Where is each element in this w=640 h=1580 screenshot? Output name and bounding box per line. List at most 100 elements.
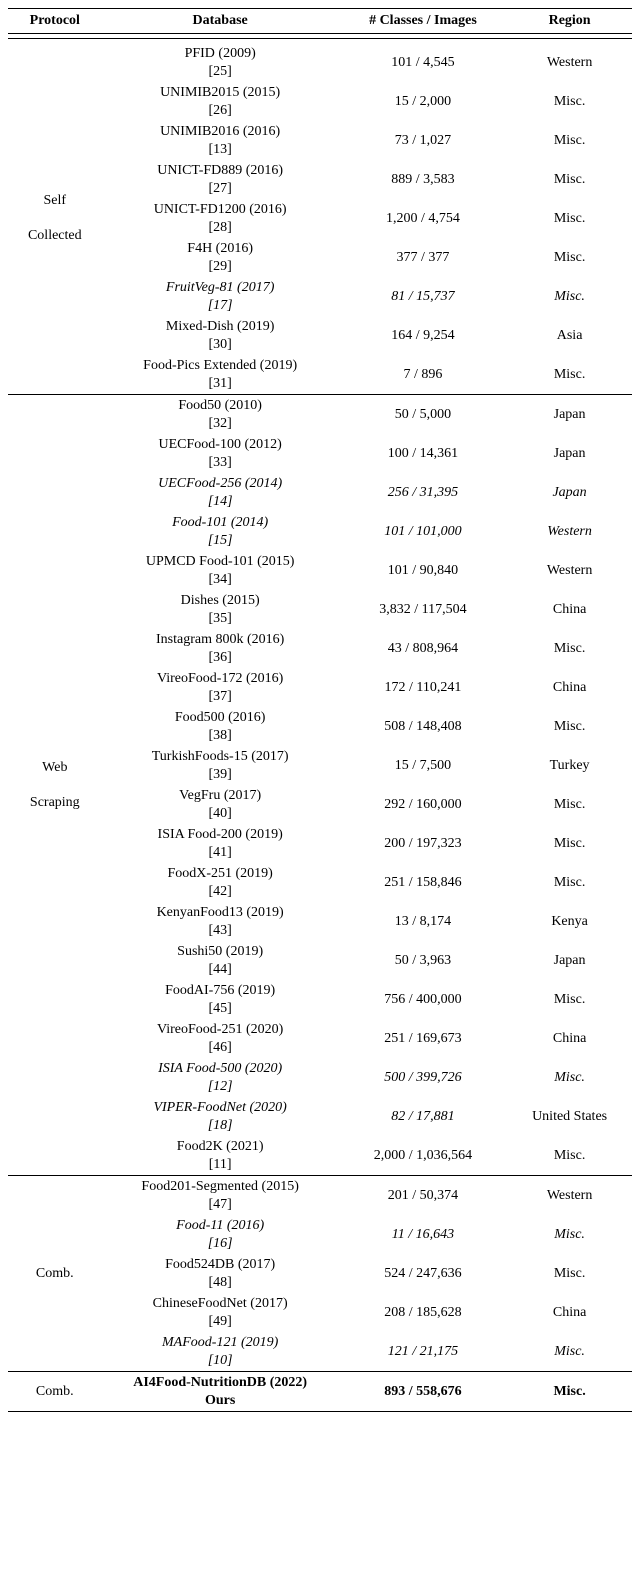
classes-images-cell: 200 / 197,323 (339, 824, 507, 863)
database-cell: UNICT-FD889 (2016)[27] (102, 160, 339, 199)
database-cell: FoodAI-756 (2019)[45] (102, 980, 339, 1019)
region-cell: Misc. (507, 1332, 632, 1372)
classes-images-cell: 208 / 185,628 (339, 1293, 507, 1332)
table-row: ChineseFoodNet (2017)[49]208 / 185,628Ch… (8, 1293, 632, 1332)
classes-images-cell: 82 / 17,881 (339, 1097, 507, 1136)
table-row: Web ScrapingFood50 (2010)[32]50 / 5,000J… (8, 395, 632, 435)
region-cell: United States (507, 1097, 632, 1136)
table-row: ISIA Food-200 (2019)[41]200 / 197,323Mis… (8, 824, 632, 863)
region-cell: China (507, 590, 632, 629)
region-cell: Misc. (507, 1372, 632, 1412)
table-row: UNICT-FD889 (2016)[27]889 / 3,583Misc. (8, 160, 632, 199)
table-row: UNIMIB2015 (2015)[26]15 / 2,000Misc. (8, 82, 632, 121)
table-row: VegFru (2017)[40]292 / 160,000Misc. (8, 785, 632, 824)
classes-images-cell: 15 / 2,000 (339, 82, 507, 121)
region-cell: Western (507, 551, 632, 590)
database-cell: FruitVeg-81 (2017)[17] (102, 277, 339, 316)
region-cell: Misc. (507, 277, 632, 316)
classes-images-cell: 15 / 7,500 (339, 746, 507, 785)
protocol-cell: Comb. (8, 1372, 102, 1412)
protocol-cell: Self Collected (8, 43, 102, 395)
region-cell: Misc. (507, 160, 632, 199)
table-row: VireoFood-172 (2016)[37]172 / 110,241Chi… (8, 668, 632, 707)
database-cell: ChineseFoodNet (2017)[49] (102, 1293, 339, 1332)
region-cell: Misc. (507, 824, 632, 863)
table-row: FoodAI-756 (2019)[45]756 / 400,000Misc. (8, 980, 632, 1019)
database-cell: KenyanFood13 (2019)[43] (102, 902, 339, 941)
classes-images-cell: 43 / 808,964 (339, 629, 507, 668)
classes-images-cell: 13 / 8,174 (339, 902, 507, 941)
region-cell: Misc. (507, 863, 632, 902)
table-row: F4H (2016)[29]377 / 377Misc. (8, 238, 632, 277)
table-row: TurkishFoods-15 (2017)[39]15 / 7,500Turk… (8, 746, 632, 785)
classes-images-cell: 201 / 50,374 (339, 1176, 507, 1216)
database-cell: PFID (2009)[25] (102, 43, 339, 82)
region-cell: Misc. (507, 1254, 632, 1293)
table-row: VireoFood-251 (2020)[46]251 / 169,673Chi… (8, 1019, 632, 1058)
col-protocol: Protocol (8, 9, 102, 34)
region-cell: Misc. (507, 238, 632, 277)
table-row: Dishes (2015)[35]3,832 / 117,504China (8, 590, 632, 629)
classes-images-cell: 73 / 1,027 (339, 121, 507, 160)
database-cell: VIPER-FoodNet (2020)[18] (102, 1097, 339, 1136)
table-row: ISIA Food-500 (2020)[12]500 / 399,726Mis… (8, 1058, 632, 1097)
region-cell: Kenya (507, 902, 632, 941)
table-row: UNICT-FD1200 (2016)[28]1,200 / 4,754Misc… (8, 199, 632, 238)
classes-images-cell: 164 / 9,254 (339, 316, 507, 355)
region-cell: Misc. (507, 629, 632, 668)
classes-images-cell: 3,832 / 117,504 (339, 590, 507, 629)
region-cell: Japan (507, 941, 632, 980)
region-cell: Misc. (507, 82, 632, 121)
classes-images-cell: 172 / 110,241 (339, 668, 507, 707)
region-cell: Western (507, 512, 632, 551)
table-row: UECFood-256 (2014)[14]256 / 31,395Japan (8, 473, 632, 512)
table-row: MAFood-121 (2019)[10]121 / 21,175Misc. (8, 1332, 632, 1372)
region-cell: Misc. (507, 1058, 632, 1097)
classes-images-cell: 251 / 169,673 (339, 1019, 507, 1058)
region-cell: Japan (507, 395, 632, 435)
region-cell: Japan (507, 473, 632, 512)
classes-images-cell: 121 / 21,175 (339, 1332, 507, 1372)
database-cell: UECFood-100 (2012)[33] (102, 434, 339, 473)
table-row: Food2K (2021)[11]2,000 / 1,036,564Misc. (8, 1136, 632, 1176)
col-region: Region (507, 9, 632, 34)
table-row: Food500 (2016)[38]508 / 148,408Misc. (8, 707, 632, 746)
region-cell: China (507, 1293, 632, 1332)
database-cell: UNICT-FD1200 (2016)[28] (102, 199, 339, 238)
table-row: Sushi50 (2019)[44]50 / 3,963Japan (8, 941, 632, 980)
database-cell: Food201-Segmented (2015)[47] (102, 1176, 339, 1216)
region-cell: China (507, 1019, 632, 1058)
classes-images-cell: 100 / 14,361 (339, 434, 507, 473)
table-row: FoodX-251 (2019)[42]251 / 158,846Misc. (8, 863, 632, 902)
classes-images-cell: 81 / 15,737 (339, 277, 507, 316)
classes-images-cell: 50 / 5,000 (339, 395, 507, 435)
table-row: Mixed-Dish (2019)[30]164 / 9,254Asia (8, 316, 632, 355)
classes-images-cell: 377 / 377 (339, 238, 507, 277)
database-cell: UNIMIB2015 (2015)[26] (102, 82, 339, 121)
protocol-cell: Comb. (8, 1176, 102, 1372)
database-cell: Mixed-Dish (2019)[30] (102, 316, 339, 355)
database-cell: FoodX-251 (2019)[42] (102, 863, 339, 902)
classes-images-cell: 292 / 160,000 (339, 785, 507, 824)
database-cell: VireoFood-251 (2020)[46] (102, 1019, 339, 1058)
region-cell: Western (507, 43, 632, 82)
col-database: Database (102, 9, 339, 34)
database-cell: UNIMIB2016 (2016)[13] (102, 121, 339, 160)
region-cell: Misc. (507, 199, 632, 238)
classes-images-cell: 2,000 / 1,036,564 (339, 1136, 507, 1176)
region-cell: Misc. (507, 1215, 632, 1254)
table-row: Food-101 (2014)[15]101 / 101,000Western (8, 512, 632, 551)
database-cell: Food-11 (2016)[16] (102, 1215, 339, 1254)
database-cell: UECFood-256 (2014)[14] (102, 473, 339, 512)
region-cell: Misc. (507, 785, 632, 824)
table-row-final: Comb.AI4Food-NutritionDB (2022)Ours893 /… (8, 1372, 632, 1412)
table-row: Food-11 (2016)[16]11 / 16,643Misc. (8, 1215, 632, 1254)
table-row: Food-Pics Extended (2019)[31]7 / 896Misc… (8, 355, 632, 395)
database-cell: Food2K (2021)[11] (102, 1136, 339, 1176)
classes-images-cell: 101 / 90,840 (339, 551, 507, 590)
classes-images-cell: 7 / 896 (339, 355, 507, 395)
classes-images-cell: 101 / 4,545 (339, 43, 507, 82)
classes-images-cell: 889 / 3,583 (339, 160, 507, 199)
database-cell: TurkishFoods-15 (2017)[39] (102, 746, 339, 785)
database-cell: AI4Food-NutritionDB (2022)Ours (102, 1372, 339, 1412)
